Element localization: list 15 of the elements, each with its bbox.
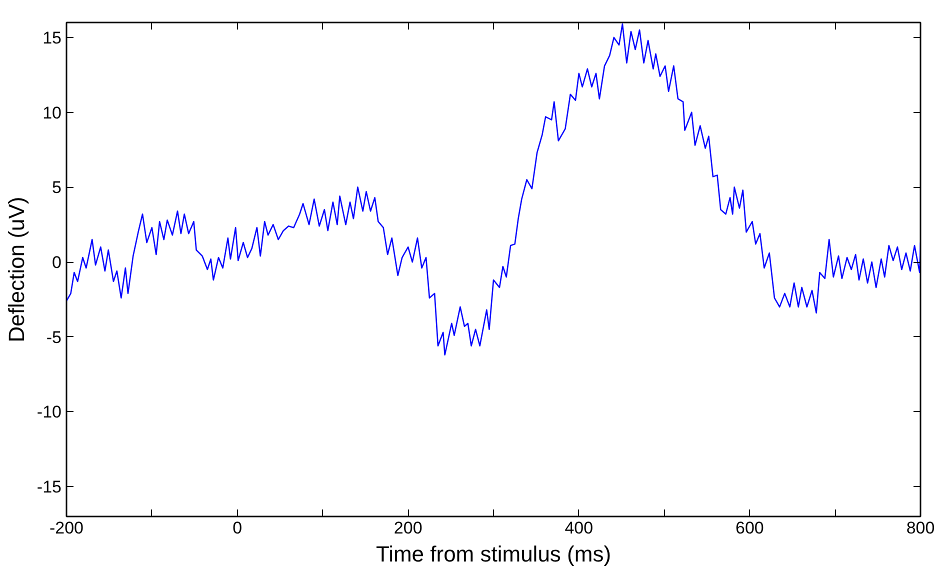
x-tick-label: -200	[49, 518, 84, 538]
x-tick-label: 800	[906, 518, 935, 538]
y-tick-label: 15	[42, 28, 62, 48]
y-axis-title: Deflection (uV)	[4, 196, 29, 342]
y-tick-label: 10	[42, 103, 62, 122]
y-tick-label: -15	[36, 478, 62, 497]
y-tick-label: -5	[46, 328, 62, 347]
y-tick-label: 5	[52, 178, 62, 198]
x-axis-title: Time from stimulus (ms)	[376, 542, 612, 566]
x-tick-label: 200	[394, 518, 422, 538]
x-tick-label: 600	[736, 518, 764, 538]
x-tick-label: 400	[564, 518, 594, 538]
y-tick-label: 0	[52, 253, 62, 272]
x-tick-label: 0	[232, 518, 242, 538]
y-tick-label: -10	[36, 402, 62, 422]
